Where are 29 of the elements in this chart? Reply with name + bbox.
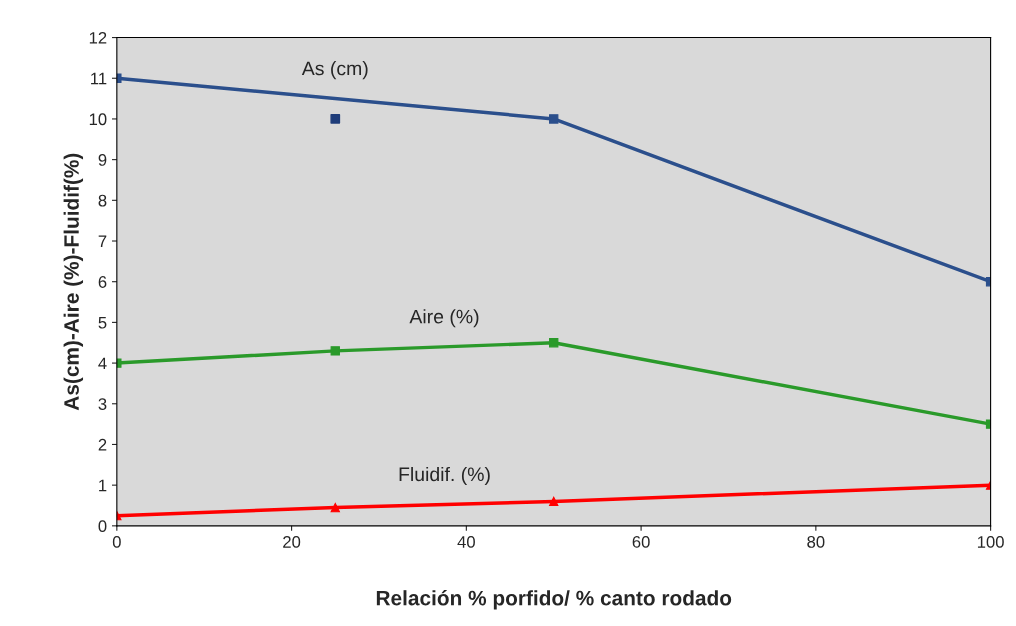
y-tick-label: 0	[98, 520, 107, 533]
y-tick-label: 9	[98, 154, 107, 166]
series-label: Aire (%)	[409, 309, 479, 328]
point	[549, 496, 559, 507]
y-tick-label: 3	[98, 398, 107, 410]
y-tick-label: 11	[91, 72, 107, 85]
x-tick-label: 80	[807, 536, 825, 548]
y-tick-label: 2	[98, 438, 107, 451]
x-tick-label: 100	[977, 536, 1004, 548]
series-label: Fluidif. (%)	[399, 466, 490, 486]
point	[330, 114, 341, 124]
y-tick-label: 12	[89, 31, 107, 44]
y-axis-title: As(cm)-Aire (%)-Fluidif(%)	[63, 153, 84, 411]
y-tick-label: 10	[89, 113, 107, 126]
y-tick-label: 6	[98, 276, 107, 288]
x-tick-label: 40	[457, 536, 475, 548]
x-tick-label: 0	[112, 536, 121, 548]
y-tick-label: 5	[98, 316, 107, 329]
point	[330, 502, 340, 513]
x-axis-title: Relación % porfido/ % canto rodado	[376, 589, 732, 610]
point	[330, 346, 340, 356]
x-tick-label: 20	[283, 536, 301, 548]
y-tick-label: 1	[99, 479, 107, 492]
y-tick-label: 4	[98, 357, 107, 370]
point	[549, 338, 559, 348]
y-tick-label: 7	[98, 235, 107, 248]
series-label: As (cm)	[301, 61, 368, 80]
x-tick-label: 60	[632, 536, 650, 548]
y-tick-label: 8	[98, 194, 107, 207]
